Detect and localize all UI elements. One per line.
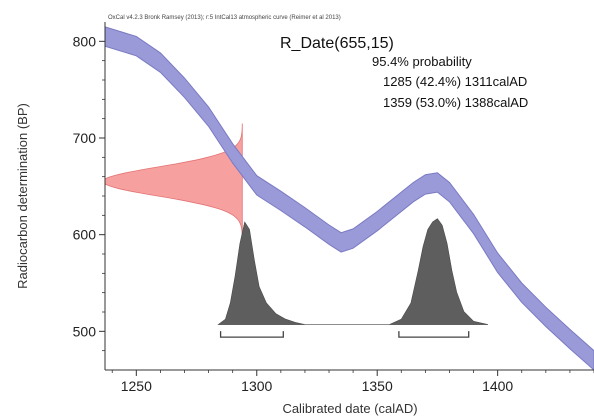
calibration-curve-band	[105, 26, 594, 370]
x-tick-label: 1350	[362, 378, 393, 394]
y-axis-title: Radiocarbon determination (BP)	[15, 103, 30, 289]
range-label-1: 1285 (42.4%) 1311calAD	[383, 74, 527, 89]
probability-label: 95.4% probability	[372, 54, 472, 69]
y-tick-label: 600	[73, 227, 97, 243]
calibrated-date-distribution	[217, 218, 489, 325]
x-axis-title: Calibrated date (calAD)	[282, 401, 417, 416]
x-tick-label: 1300	[241, 378, 272, 394]
x-tick-label: 1400	[482, 378, 513, 394]
y-axis-ticks: 500 600 700 800	[73, 33, 105, 352]
x-tick-label: 1250	[121, 378, 152, 394]
probability-range-bars	[219, 331, 470, 338]
y-tick-label: 700	[73, 130, 97, 146]
range-label-2: 1359 (53.0%) 1388calAD	[383, 95, 528, 110]
chart-caption: OxCal v4.2.3 Bronk Ramsey (2013); r:5 In…	[108, 15, 341, 21]
y-tick-label: 500	[73, 323, 97, 339]
range-bar-1	[219, 331, 284, 338]
chart-title: R_Date(655,15)	[280, 35, 394, 52]
range-bar-2	[398, 331, 470, 338]
x-axis-ticks: 1250 1300 1350 1400	[111, 370, 594, 394]
y-tick-label: 800	[73, 33, 97, 49]
measurement-distribution	[105, 123, 243, 240]
